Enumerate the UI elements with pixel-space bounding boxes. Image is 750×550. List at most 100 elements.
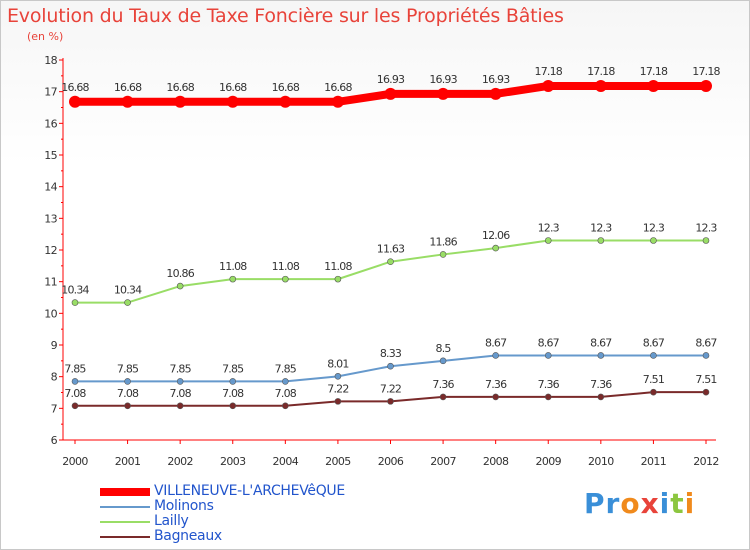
data-point	[331, 95, 344, 108]
data-point	[124, 378, 131, 385]
x-tick-label: 2011	[641, 455, 667, 468]
data-point	[121, 95, 134, 108]
data-label: 7.08	[117, 387, 139, 400]
data-label: 17.18	[692, 65, 720, 78]
data-label: 17.18	[640, 65, 668, 78]
data-label: 7.85	[64, 362, 86, 375]
logo-letter: x	[640, 487, 660, 520]
data-point	[544, 352, 552, 359]
data-point	[71, 402, 79, 410]
data-label: 7.36	[432, 378, 454, 391]
data-label: 16.68	[272, 81, 300, 94]
data-label: 8.67	[643, 336, 665, 349]
data-label: 7.08	[170, 387, 192, 400]
data-point	[439, 251, 447, 258]
data-point	[229, 378, 237, 385]
data-point	[492, 244, 499, 252]
data-point	[174, 95, 187, 108]
x-tick-label: 2006	[378, 455, 404, 468]
legend-item-molinons: Molinons	[100, 499, 345, 514]
data-point	[597, 237, 605, 244]
data-point	[384, 87, 397, 100]
data-label: 16.68	[61, 81, 89, 94]
data-point	[279, 95, 292, 108]
data-label: 11.08	[324, 260, 352, 273]
data-label: 16.68	[324, 81, 352, 94]
data-label: 16.68	[219, 81, 247, 94]
data-point	[387, 398, 394, 405]
data-label: 11.86	[429, 235, 457, 248]
data-label: 10.34	[61, 284, 89, 297]
data-point	[439, 393, 447, 401]
data-label: 7.08	[222, 387, 244, 400]
data-label: 8.67	[695, 336, 717, 349]
data-point	[702, 237, 710, 244]
data-label: 8.67	[538, 336, 560, 349]
data-label: 7.08	[275, 387, 297, 400]
data-label: 7.36	[485, 378, 507, 391]
legend-swatch-bagneaux	[100, 535, 150, 538]
data-point	[387, 362, 394, 370]
proxiti-logo: Proxiti	[584, 487, 695, 520]
data-label: 8.33	[380, 347, 402, 360]
x-tick-label: 2012	[693, 455, 719, 468]
y-tick-label: 7	[51, 402, 58, 415]
data-label: 8.5	[436, 342, 452, 355]
axes: 6 7 8 9 10 11 12 13 14 15 16 17 18 2000 2001 2002 2003 20…	[44, 54, 719, 468]
data-label: 7.85	[222, 362, 244, 375]
legend-label-villeneuve: VILLENEUVE-L'ARCHEVêQUE	[154, 483, 345, 499]
logo-letter: i	[659, 487, 671, 520]
data-point	[544, 393, 552, 401]
logo-letter: t	[670, 487, 685, 520]
legend-swatch-molinons	[100, 505, 150, 508]
y-tick-label: 12	[44, 244, 57, 257]
data-point	[282, 402, 289, 410]
legend-item-bagneaux: Bagneaux	[100, 529, 345, 544]
data-label: 17.18	[587, 65, 615, 78]
data-label: 8.67	[485, 336, 507, 349]
y-tick-label: 18	[44, 54, 57, 67]
data-label: 7.85	[170, 362, 192, 375]
x-tick-label: 2001	[115, 455, 141, 468]
data-point	[650, 237, 657, 244]
logo-letter: P	[584, 487, 606, 520]
data-point	[176, 402, 184, 410]
data-label: 11.08	[219, 260, 247, 273]
x-tick-label: 2010	[588, 455, 614, 468]
data-label: 8.67	[590, 336, 612, 349]
data-label: 10.86	[166, 267, 194, 280]
data-point	[700, 79, 712, 92]
y-tick-label: 10	[44, 307, 57, 320]
data-label: 16.68	[166, 81, 194, 94]
data-label: 7.36	[538, 378, 560, 391]
y-tick-label: 14	[44, 181, 57, 194]
x-tick-label: 2005	[325, 455, 351, 468]
data-point	[597, 352, 605, 359]
data-point	[69, 95, 81, 108]
y-tick-label: 8	[51, 371, 58, 384]
data-label: 17.18	[535, 65, 563, 78]
data-point	[702, 388, 710, 396]
data-label: 7.51	[643, 373, 664, 386]
y-tick-label: 11	[44, 276, 57, 289]
data-point	[282, 378, 289, 385]
data-point	[71, 378, 79, 385]
data-point	[334, 398, 342, 405]
y-tick-label: 15	[44, 149, 57, 162]
data-label: 11.08	[272, 260, 300, 273]
unit-label: (en %)	[27, 30, 64, 43]
y-tick-label: 13	[44, 212, 57, 225]
data-point	[282, 275, 289, 283]
legend: VILLENEUVE-L'ARCHEVêQUE Molinons Lailly …	[100, 484, 345, 544]
data-point	[176, 378, 184, 385]
chart-title: Evolution du Taux de Taxe Foncière sur l…	[7, 5, 564, 27]
y-tick-label: 16	[44, 117, 57, 130]
legend-label-lailly: Lailly	[154, 513, 189, 529]
data-label: 7.85	[275, 362, 297, 375]
data-point	[492, 352, 499, 359]
data-point	[650, 388, 657, 396]
y-tick-label: 17	[44, 86, 57, 99]
data-point	[124, 299, 131, 306]
data-point	[334, 275, 342, 283]
